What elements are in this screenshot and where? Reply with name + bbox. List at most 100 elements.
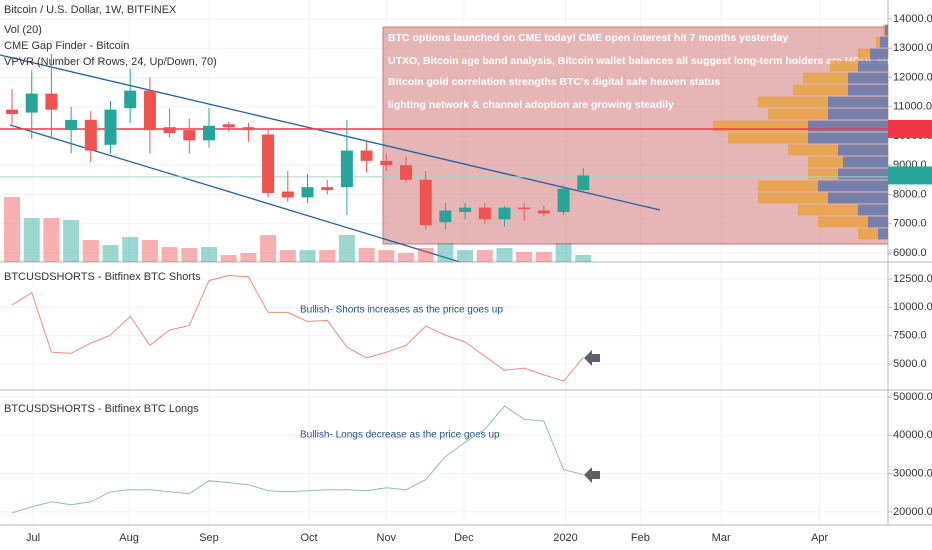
y-tick-label: 30000.0 — [893, 468, 932, 480]
vpvr-up — [858, 228, 878, 240]
x-tick-label: 2020 — [553, 532, 577, 544]
x-tick-label: Aug — [119, 532, 139, 544]
x-tick-label: Jul — [26, 532, 40, 544]
candle-body — [340, 150, 353, 188]
annotation-text: Bitcoin gold correlation strengths BTC's… — [388, 76, 720, 88]
vpvr-down — [885, 24, 888, 36]
candle-body — [478, 207, 491, 220]
vpvr-down — [878, 228, 888, 240]
vpvr-up — [858, 48, 870, 60]
y-tick-label: 14000.0 — [893, 13, 932, 25]
annotation-text: BTC options launched on CME today! CME o… — [388, 32, 788, 44]
annotation-text: lighting network & channel adoption are … — [388, 99, 674, 111]
volume-bar — [23, 218, 40, 262]
vpvr-up — [758, 192, 828, 204]
vpvr-down — [838, 144, 888, 156]
vpvr-up — [876, 36, 880, 48]
volume-bar — [299, 250, 316, 262]
volume-bar — [279, 250, 296, 262]
volume-bar — [43, 218, 60, 262]
candle-body — [65, 119, 78, 131]
arrow-icon — [584, 467, 600, 483]
vpvr-down — [808, 132, 888, 144]
candle-body — [321, 187, 334, 191]
x-tick-label: Mar — [712, 532, 731, 544]
vpvr-up — [768, 108, 828, 120]
candle-body — [202, 125, 215, 141]
y-tick-label: 13000.0 — [893, 42, 932, 54]
candle-body — [301, 187, 314, 198]
volume-bar — [161, 247, 178, 262]
vpvr-up — [758, 180, 818, 192]
trend-line — [0, 54, 661, 211]
x-tick-label: Sep — [199, 532, 219, 544]
line-series — [11, 405, 584, 514]
volume-bar — [141, 240, 158, 262]
y-tick-label: 7000.0 — [893, 218, 927, 230]
annotation-text: Bullish- Longs decrease as the price goe… — [300, 430, 500, 441]
candle-body — [262, 134, 275, 193]
candle-body — [419, 179, 432, 226]
vpvr-down — [818, 180, 888, 192]
y-tick-label: 12000.0 — [893, 71, 932, 83]
candle-body — [242, 127, 255, 131]
candle-body — [25, 93, 38, 113]
volume-bar — [122, 237, 139, 262]
vpvr-down — [868, 216, 888, 228]
vpvr-up — [808, 168, 838, 180]
candle-body — [281, 191, 294, 198]
volume-bar — [378, 250, 395, 262]
volume-bar — [63, 220, 80, 262]
pane-title: BTCUSDSHORTS - Bitfinex BTC Shorts — [4, 271, 201, 283]
arrow-icon — [584, 350, 600, 366]
volume-bar — [555, 243, 572, 262]
volume-bar — [338, 235, 355, 262]
y-tick-label: 7500.0 — [893, 330, 927, 342]
last-price-label — [888, 166, 932, 185]
vpvr-up — [818, 216, 868, 228]
vpvr-down — [838, 168, 888, 180]
candle-body — [143, 90, 156, 131]
vpvr-down — [828, 96, 888, 108]
candle-body — [163, 127, 176, 134]
candle-body — [557, 188, 570, 212]
vpvr-down — [808, 120, 888, 132]
volume-bar — [457, 250, 474, 262]
indicator-label: CME Gap Finder - Bitcoin — [4, 40, 129, 52]
candle-body — [45, 93, 58, 110]
vpvr-up — [803, 72, 848, 84]
volume-bar — [102, 245, 119, 262]
volume-bar — [397, 253, 414, 262]
vpvr-up — [788, 144, 838, 156]
candle-body — [6, 109, 19, 115]
volume-bar — [575, 255, 592, 262]
annotation-text: UTXO, Bitcoin age band analysis, Bitcoin… — [388, 55, 910, 67]
volume-bar — [535, 252, 552, 262]
volume-bar — [437, 243, 454, 262]
volume-bar — [4, 197, 21, 262]
candle-body — [360, 150, 373, 161]
vpvr-up — [728, 132, 808, 144]
candle-body — [439, 210, 452, 223]
vpvr-up — [758, 96, 828, 108]
vpvr-down — [848, 72, 888, 84]
candle-body — [537, 210, 550, 214]
line-series — [11, 274, 584, 382]
candle-body — [183, 130, 196, 141]
volume-bar — [220, 255, 237, 262]
volume-bar — [417, 248, 434, 262]
candle-body — [459, 207, 472, 212]
vpvr-up — [713, 120, 808, 132]
y-tick-label: 8000.0 — [893, 188, 927, 200]
x-tick-label: Dec — [454, 532, 474, 544]
y-tick-label: 12500.0 — [893, 273, 932, 285]
volume-bar — [496, 248, 513, 262]
indicator-label: VPVR (Number Of Rows, 24, Up/Down, 70) — [4, 56, 217, 68]
candle-body — [380, 160, 393, 166]
candle-body — [518, 207, 531, 210]
y-tick-label: 10000.0 — [893, 301, 932, 313]
vpvr-up — [883, 24, 885, 36]
candle-body — [222, 124, 235, 128]
vpvr-down — [858, 204, 888, 216]
